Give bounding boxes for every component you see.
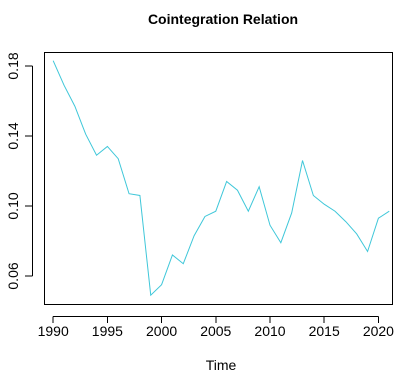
data-point bbox=[248, 211, 249, 212]
data-point bbox=[183, 263, 184, 264]
data-point bbox=[334, 211, 335, 212]
data-point bbox=[345, 221, 346, 222]
data-point bbox=[150, 295, 151, 296]
series-layer bbox=[52, 60, 390, 297]
x-tick-label: 1995 bbox=[92, 323, 123, 339]
x-tick-label: 2005 bbox=[200, 323, 231, 339]
data-point bbox=[291, 212, 292, 213]
data-point bbox=[194, 235, 195, 236]
data-point bbox=[96, 155, 97, 156]
data-point bbox=[139, 195, 140, 196]
data-point bbox=[107, 146, 108, 147]
data-point bbox=[367, 251, 368, 252]
y-tick-label: 0.14 bbox=[5, 122, 21, 149]
data-point bbox=[302, 160, 303, 161]
data-point bbox=[226, 181, 227, 182]
data-point bbox=[63, 85, 64, 86]
x-axis: 1990 1995 2000 2005 2010 2015 2020 bbox=[38, 316, 394, 339]
data-point bbox=[215, 211, 216, 212]
x-tick-label: 2000 bbox=[146, 323, 177, 339]
data-point bbox=[204, 216, 205, 217]
data-point bbox=[313, 195, 314, 196]
y-axis: 0.06 0.10 0.14 0.18 bbox=[5, 52, 33, 290]
data-point bbox=[378, 218, 379, 219]
data-point bbox=[389, 211, 390, 212]
x-axis-label: Time bbox=[206, 357, 237, 373]
data-point bbox=[259, 186, 260, 187]
x-tick-label: 2020 bbox=[363, 323, 394, 339]
data-point bbox=[74, 106, 75, 107]
data-point bbox=[172, 254, 173, 255]
data-point bbox=[280, 242, 281, 243]
data-point bbox=[53, 60, 54, 61]
y-tick-label: 0.10 bbox=[5, 192, 21, 219]
plot-frame bbox=[44, 52, 393, 305]
data-point bbox=[356, 233, 357, 234]
data-point bbox=[324, 204, 325, 205]
data-point bbox=[118, 158, 119, 159]
x-tick-label: 2015 bbox=[309, 323, 340, 339]
y-tick-label: 0.18 bbox=[5, 52, 21, 79]
y-tick-label: 0.06 bbox=[5, 262, 21, 289]
series-line bbox=[52, 60, 390, 297]
data-point bbox=[85, 134, 86, 135]
data-point bbox=[161, 284, 162, 285]
x-tick-label: 2010 bbox=[254, 323, 285, 339]
x-tick-label: 1990 bbox=[38, 323, 69, 339]
data-point bbox=[237, 190, 238, 191]
data-point bbox=[269, 225, 270, 226]
data-point bbox=[128, 193, 129, 194]
chart-title: Cointegration Relation bbox=[148, 11, 298, 27]
